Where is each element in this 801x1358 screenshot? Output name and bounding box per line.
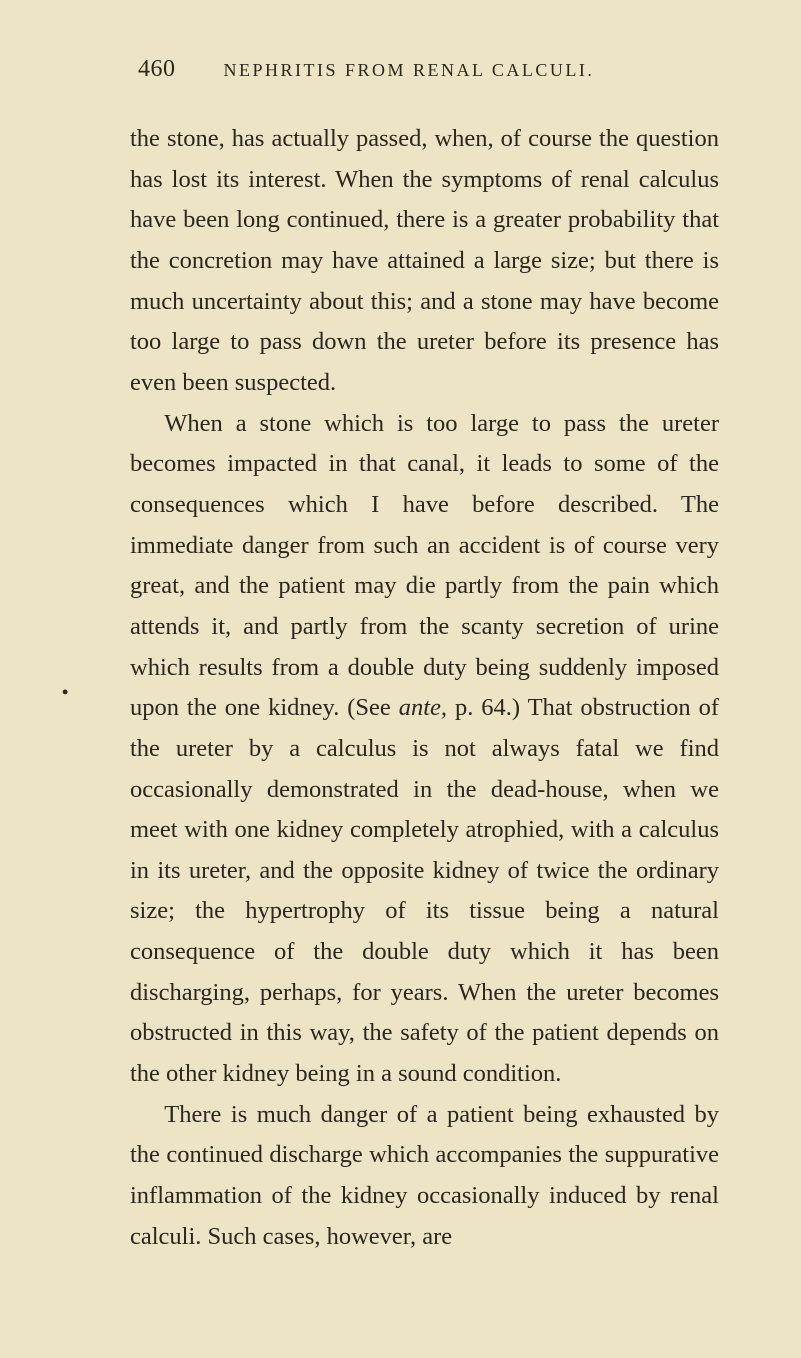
p2-pre: When a stone which is too large to pass … <box>130 410 719 722</box>
page-header: 460 NEPHRITIS FROM RENAL CALCULI. <box>138 56 719 83</box>
p2-post: p. 64.) That obstruction of the ureter b… <box>130 694 719 1087</box>
p2-ante-italic: ante, <box>399 694 447 721</box>
margin-mark: • <box>62 682 68 703</box>
running-title: NEPHRITIS FROM RENAL CALCULI. <box>224 60 595 81</box>
paragraph-1: the stone, has actually passed, when, of… <box>130 119 719 404</box>
paragraph-2: When a stone which is too large to pass … <box>130 404 719 1095</box>
page-number: 460 <box>138 56 176 83</box>
paragraph-3: There is much danger of a patient being … <box>130 1095 719 1258</box>
body-text: the stone, has actually passed, when, of… <box>130 119 719 1257</box>
